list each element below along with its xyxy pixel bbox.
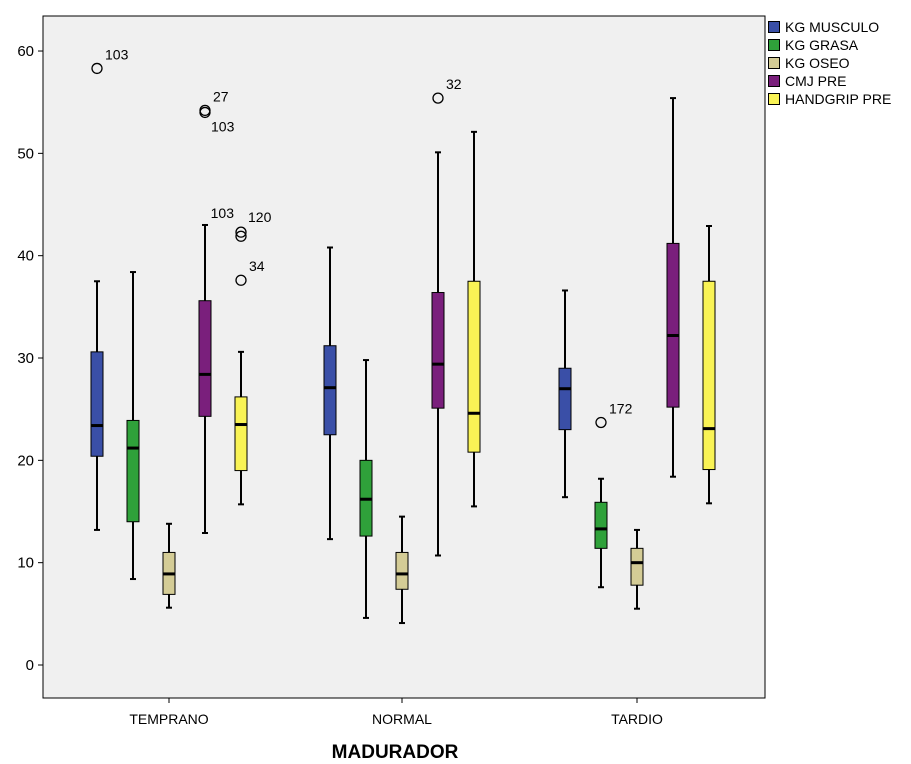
y-axis: 0 10 20 30 40 50 60 — [17, 43, 43, 674]
outlier-point — [235, 226, 247, 238]
x-tick-label: TEMPRANO — [129, 711, 208, 727]
outlier-point — [199, 106, 211, 119]
box-group: 103 — [90, 46, 129, 531]
legend-swatch — [768, 75, 780, 87]
legend-label: KG GRASA — [785, 37, 859, 53]
y-tick-label: 60 — [17, 43, 34, 60]
box — [198, 300, 212, 417]
legend-item-kg-musculo: KG MUSCULO — [768, 18, 891, 36]
box-group — [162, 522, 176, 609]
outlier-label: 103 — [105, 46, 129, 62]
legend-item-cmj-pre: CMJ PRE — [768, 72, 891, 90]
outlier-point — [235, 230, 247, 242]
box — [431, 292, 445, 409]
legend-swatch — [768, 93, 780, 105]
y-tick-label: 10 — [17, 555, 34, 572]
outlier-label: 34 — [249, 258, 265, 274]
box — [323, 345, 337, 436]
outlier-label: 120 — [248, 209, 272, 225]
legend-label: CMJ PRE — [785, 73, 847, 89]
box — [126, 419, 140, 523]
outlier-label: 103 — [211, 205, 235, 221]
legend-label: KG OSEO — [785, 55, 850, 71]
box — [702, 280, 716, 471]
legend-item-kg-oseo: KG OSEO — [768, 54, 891, 72]
box-group — [666, 97, 680, 478]
box-group — [467, 130, 481, 508]
box-group — [359, 359, 373, 619]
legend-item-kg-grasa: KG GRASA — [768, 36, 891, 54]
box — [90, 351, 104, 457]
box-group: 32 — [431, 76, 462, 557]
legend-swatch — [768, 57, 780, 69]
outlier-point — [595, 416, 607, 429]
box — [234, 396, 248, 472]
box-series: 103 172 27 103 32 103 120 34 — [90, 46, 716, 625]
box-group — [323, 246, 337, 541]
x-axis-title: MADURADOR — [331, 742, 459, 763]
outlier-label: 103 — [211, 118, 235, 134]
box — [467, 280, 481, 453]
box — [594, 501, 608, 549]
x-axis: TEMPRANO NORMAL TARDIO — [129, 698, 663, 727]
box-group — [558, 289, 572, 499]
box-group: 27 103 — [198, 88, 235, 534]
y-tick-label: 0 — [26, 657, 34, 674]
legend-swatch — [768, 39, 780, 51]
y-tick-label: 50 — [17, 145, 34, 162]
y-tick-label: 40 — [17, 248, 34, 265]
box-group: 172 — [594, 400, 633, 589]
box-group: 103 120 34 — [211, 205, 272, 506]
outlier-label: 32 — [446, 76, 462, 92]
outlier-label: 27 — [213, 88, 229, 104]
legend-item-handgrip-pre: HANDGRIP PRE — [768, 90, 891, 108]
legend-label: HANDGRIP PRE — [785, 91, 892, 107]
box — [558, 367, 572, 431]
box-group — [630, 528, 644, 610]
x-tick-label: TARDIO — [611, 711, 663, 727]
outlier-point — [235, 274, 247, 286]
legend-swatch — [768, 21, 780, 33]
plot-area — [42, 15, 766, 699]
y-tick-label: 20 — [17, 452, 34, 469]
outlier-point — [432, 92, 444, 104]
y-tick-label: 30 — [17, 350, 34, 367]
box-group — [395, 515, 409, 625]
outlier-point — [91, 62, 103, 75]
x-tick-label: NORMAL — [372, 711, 432, 727]
box — [395, 551, 409, 590]
legend: KG MUSCULO KG GRASA KG OSEO CMJ PRE HAND… — [768, 18, 891, 108]
outlier-label: 172 — [609, 400, 633, 416]
box — [666, 242, 680, 408]
box-group — [126, 271, 140, 581]
box-group — [702, 225, 716, 505]
legend-label: KG MUSCULO — [785, 19, 880, 35]
box — [630, 547, 644, 586]
